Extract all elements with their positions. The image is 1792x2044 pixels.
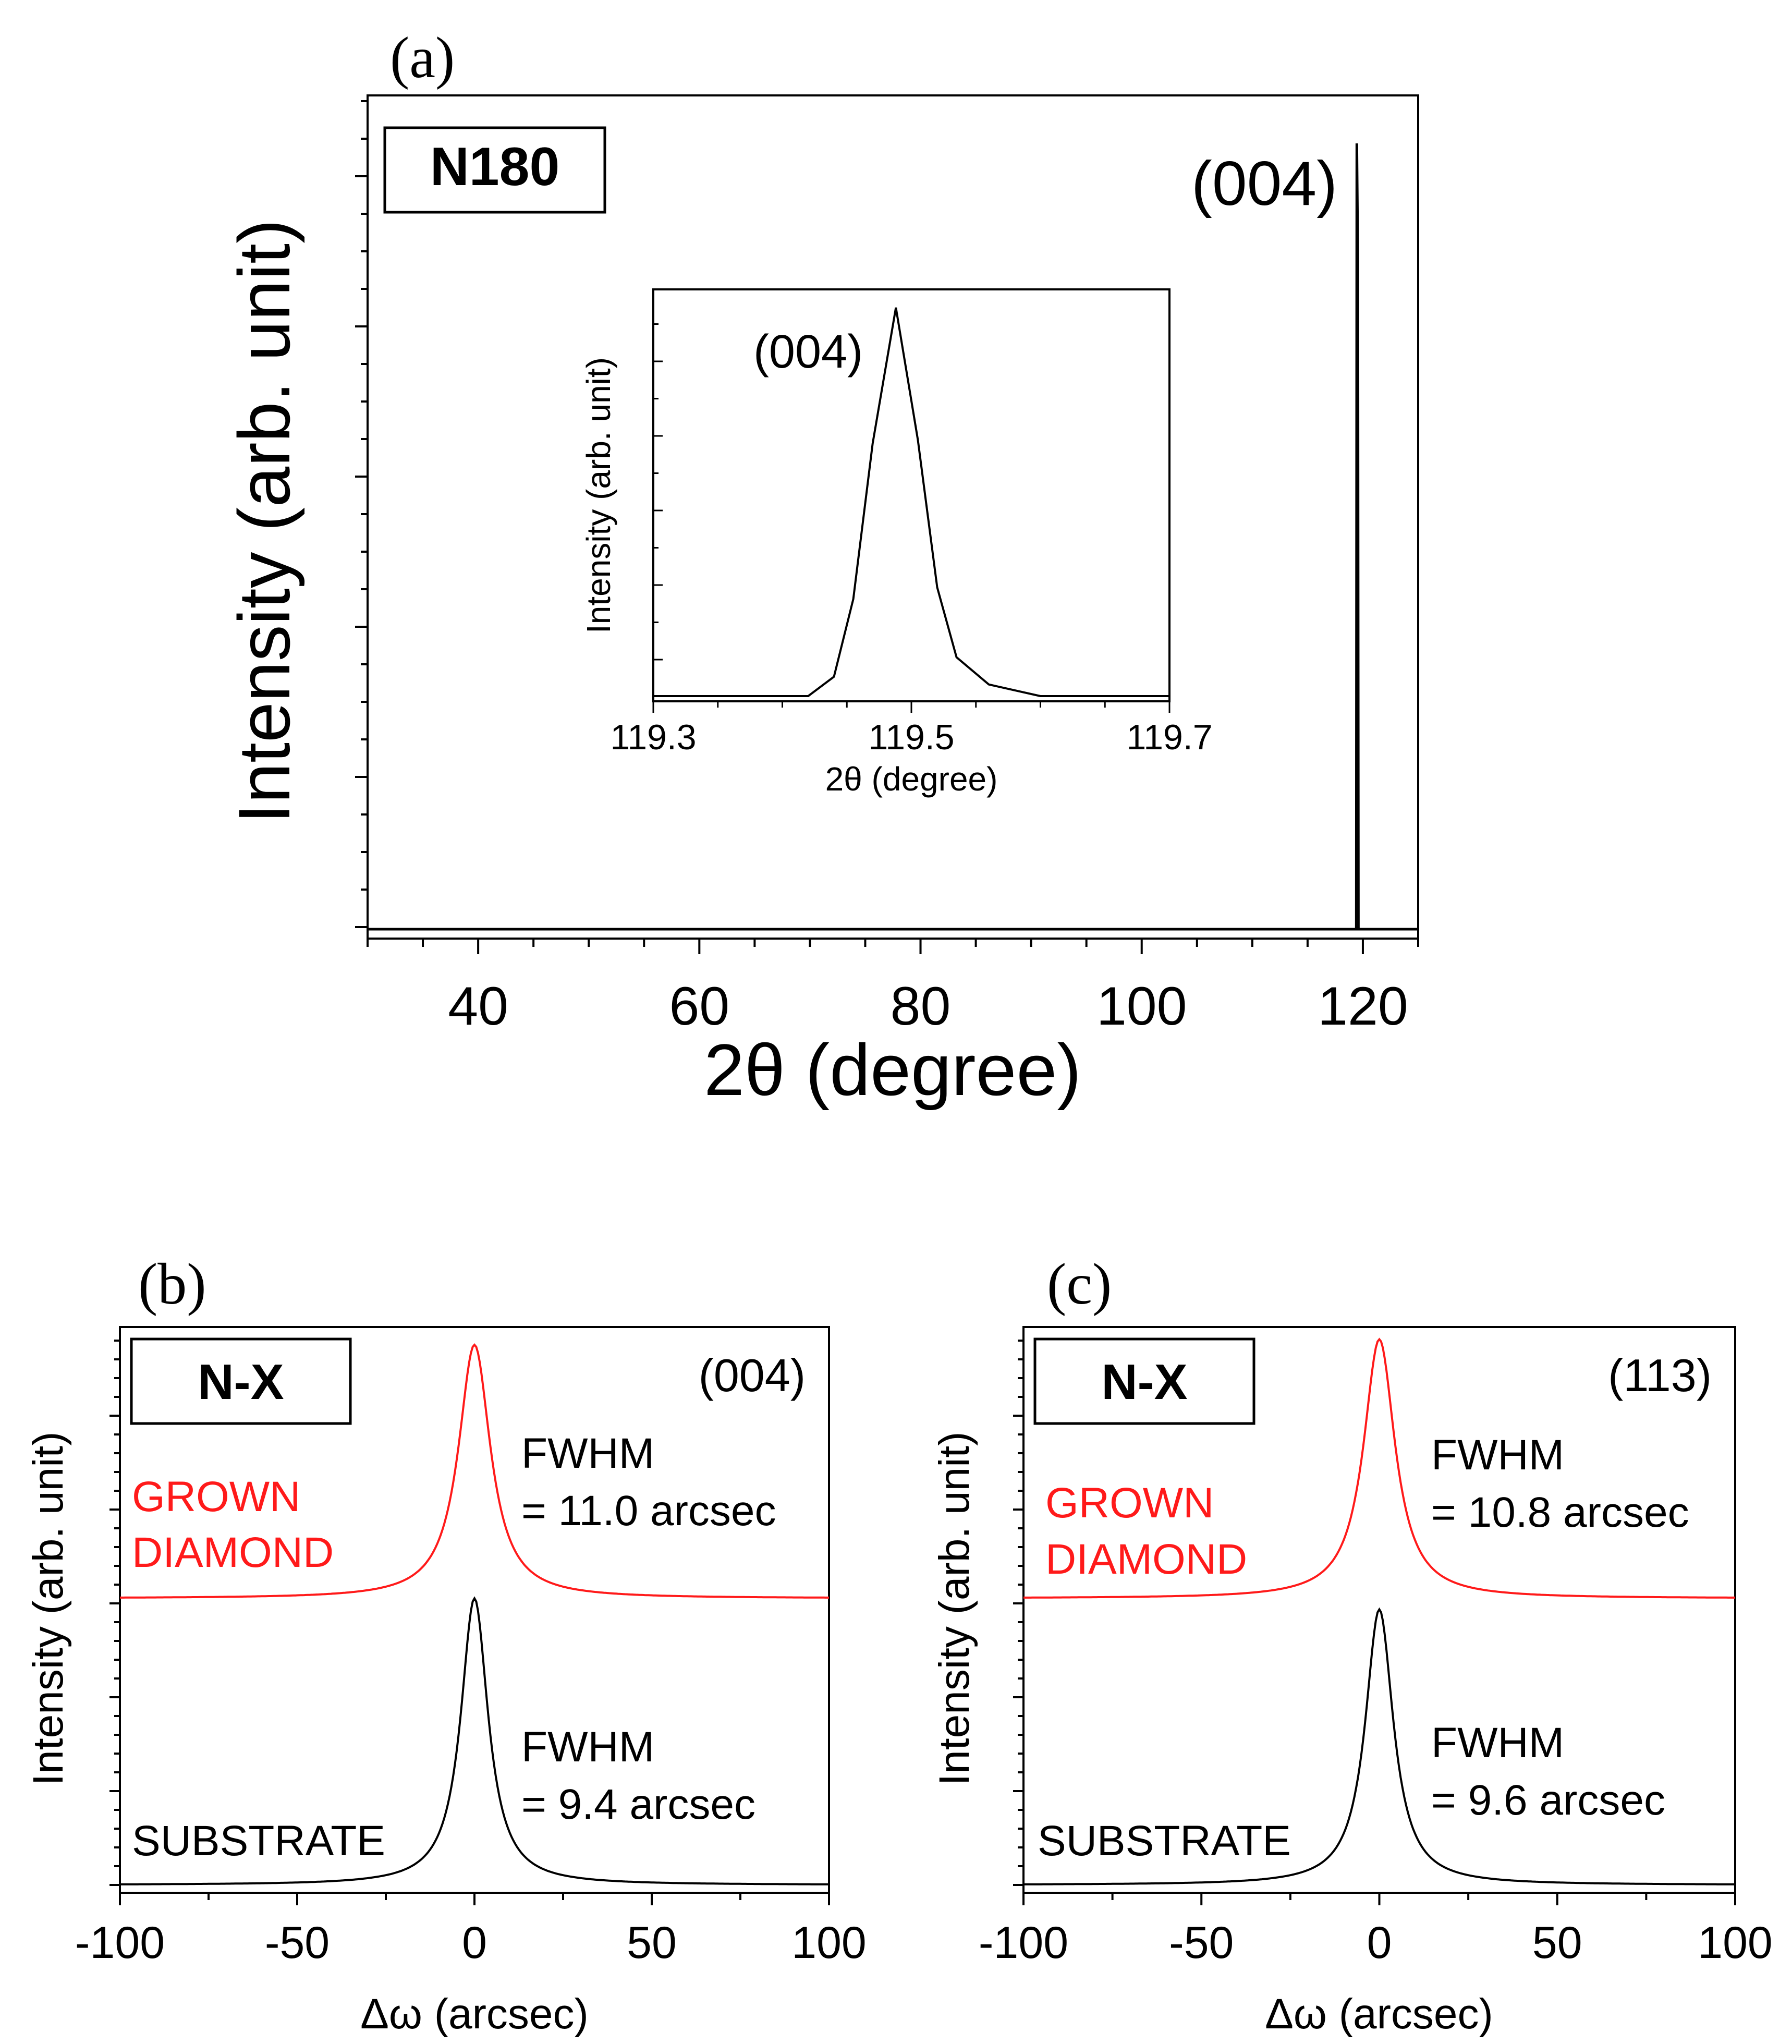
panel-c-substrate-line <box>1023 1607 1735 1885</box>
x-tick-label: 100 <box>791 1918 867 1968</box>
panel-c-reflection-label: (113) <box>1608 1349 1712 1401</box>
panel-a-x-axis-label: 2θ (degree) <box>704 1029 1081 1111</box>
x-tick-label: 120 <box>1318 976 1408 1037</box>
panel-b-reflection-label: (004) <box>699 1349 806 1401</box>
x-tick-label: 50 <box>627 1918 677 1968</box>
panel-b-sample-label: N-X <box>198 1354 284 1410</box>
x-tick-label: -100 <box>75 1918 165 1968</box>
panel-c-sample-box <box>1033 1337 1255 1425</box>
panel-a-series-line <box>368 143 1418 931</box>
inset-y-axis-label: Intensity (arb. unit) <box>580 357 617 634</box>
panel-a-inset: 119.3 119.5 119.7 (004) 2θ (degree) Intens… <box>580 288 1213 798</box>
panel-c-sample-label: N-X <box>1101 1354 1187 1410</box>
panel-b-substrate-line <box>120 1596 829 1885</box>
panel-c-substrate-label: SUBSTRATE <box>1038 1817 1291 1865</box>
x-tick-label: 60 <box>669 976 729 1037</box>
panel-a-label: (a) <box>390 26 455 90</box>
inset-x-ticks: 119.3 119.5 119.7 <box>610 701 1213 757</box>
panel-b-grown-diamond-line <box>120 1343 829 1599</box>
x-tick-label: 0 <box>1367 1918 1392 1968</box>
panel-c-grown-label-line1: GROWN <box>1045 1479 1214 1527</box>
x-tick-label: 80 <box>891 976 951 1037</box>
panel-b-substrate-label: SUBSTRATE <box>132 1817 385 1865</box>
panel-a-x-ticks: 40 60 80 100 120 <box>367 939 1419 1037</box>
inset-y-ticks <box>653 323 663 661</box>
panel-c-grown-diamond-line <box>1023 1337 1735 1599</box>
x-tick-label: 50 <box>1532 1918 1582 1968</box>
panel-b-grown-fwhm-line1: FWHM <box>521 1430 654 1477</box>
panel-b-sample-box <box>130 1337 352 1425</box>
panel-b-grown-label-line2: DIAMOND <box>132 1529 334 1576</box>
panel-a-sample-box <box>383 126 606 214</box>
x-tick-label: -50 <box>265 1918 330 1968</box>
inset-x-axis-label: 2θ (degree) <box>825 760 998 798</box>
panel-c-y-axis-label: Intensity (arb. unit) <box>931 1431 978 1785</box>
panel-c-grown-fwhm-line1: FWHM <box>1431 1431 1564 1479</box>
panel-c-grown-label-line2: DIAMOND <box>1045 1536 1247 1583</box>
inset-plot-frame <box>652 288 1171 702</box>
panel-a-y-ticks <box>355 100 368 928</box>
x-tick-label: 100 <box>1096 976 1187 1037</box>
panel-b-y-axis-label: Intensity (arb. unit) <box>25 1431 72 1785</box>
panel-b-y-ticks <box>109 1340 120 1886</box>
panel-b-x-ticks: -100 -50 0 50 100 <box>75 1893 867 1968</box>
panel-a-y-axis-label: Intensity (arb. unit) <box>223 219 305 823</box>
panel-a-plot-frame <box>367 94 1419 940</box>
inset-x-tick-label: 119.3 <box>610 717 696 757</box>
panel-c-substrate-fwhm-line1: FWHM <box>1431 1719 1564 1767</box>
inset-x-tick-label: 119.7 <box>1126 717 1212 757</box>
panel-c-substrate-fwhm-line2: = 9.6 arcsec <box>1431 1777 1665 1824</box>
panel-b-grown-label-line1: GROWN <box>132 1473 300 1520</box>
panel-a-sample-label: N180 <box>430 137 560 197</box>
panel-b: (b) N-X (004) -100 -50 0 50 100 GROWN DIAMON… <box>25 1252 867 2038</box>
panel-b-substrate-fwhm-line1: FWHM <box>521 1723 654 1771</box>
panel-b-grown-fwhm-line2: = 11.0 arcsec <box>521 1487 776 1535</box>
panel-c-y-ticks <box>1013 1340 1023 1886</box>
panel-b-x-axis-label: Δω (arcsec) <box>360 1990 589 2038</box>
panel-c-label: (c) <box>1047 1252 1112 1317</box>
panel-a-peak-label: (004) <box>1191 149 1337 218</box>
inset-peak-label: (004) <box>753 326 863 378</box>
panel-c-x-axis-label: Δω (arcsec) <box>1265 1990 1493 2038</box>
panel-c-x-ticks: -100 -50 0 50 100 <box>979 1893 1773 1968</box>
panel-c-grown-fwhm-line2: = 10.8 arcsec <box>1431 1489 1689 1536</box>
x-tick-label: -100 <box>979 1918 1068 1968</box>
inset-series-line <box>653 307 1169 697</box>
x-tick-label: -50 <box>1169 1918 1234 1968</box>
x-tick-label: 100 <box>1698 1918 1773 1968</box>
panel-b-label: (b) <box>138 1252 206 1317</box>
x-tick-label: 0 <box>462 1918 487 1968</box>
x-tick-label: 40 <box>448 976 508 1037</box>
inset-x-tick-label: 119.5 <box>868 717 954 757</box>
panel-c: (c) N-X (113) -100 -50 0 50 100 GROWN DIAMON… <box>931 1252 1773 2038</box>
panel-a: (a) N180 (004) 40 60 80 100 120 2θ (degree) … <box>223 26 1419 1111</box>
panel-b-substrate-fwhm-line2: = 9.4 arcsec <box>521 1781 755 1828</box>
